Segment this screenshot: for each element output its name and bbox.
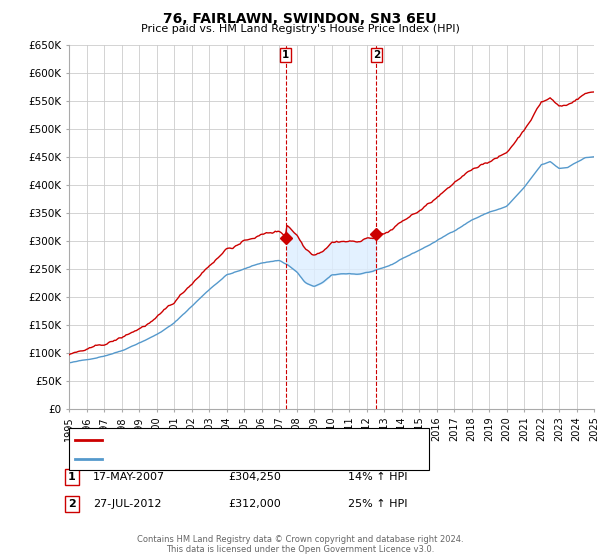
Text: 2: 2 [373,50,380,60]
Text: Price paid vs. HM Land Registry's House Price Index (HPI): Price paid vs. HM Land Registry's House … [140,24,460,34]
Text: HPI: Average price, detached house, Swindon: HPI: Average price, detached house, Swin… [108,454,345,464]
Text: £312,000: £312,000 [228,499,281,509]
Text: Contains HM Land Registry data © Crown copyright and database right 2024.
This d: Contains HM Land Registry data © Crown c… [137,535,463,554]
Text: 76, FAIRLAWN, SWINDON, SN3 6EU: 76, FAIRLAWN, SWINDON, SN3 6EU [163,12,437,26]
Text: 76, FAIRLAWN, SWINDON, SN3 6EU (detached house): 76, FAIRLAWN, SWINDON, SN3 6EU (detached… [108,435,385,445]
Text: 14% ↑ HPI: 14% ↑ HPI [348,472,407,482]
Text: 25% ↑ HPI: 25% ↑ HPI [348,499,407,509]
Text: 27-JUL-2012: 27-JUL-2012 [93,499,161,509]
Text: £304,250: £304,250 [228,472,281,482]
Text: 1: 1 [68,472,76,482]
Text: 1: 1 [282,50,289,60]
Text: 17-MAY-2007: 17-MAY-2007 [93,472,165,482]
Text: 2: 2 [68,499,76,509]
